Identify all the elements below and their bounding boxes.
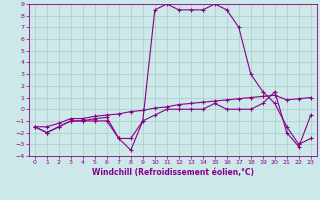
X-axis label: Windchill (Refroidissement éolien,°C): Windchill (Refroidissement éolien,°C)	[92, 168, 254, 177]
